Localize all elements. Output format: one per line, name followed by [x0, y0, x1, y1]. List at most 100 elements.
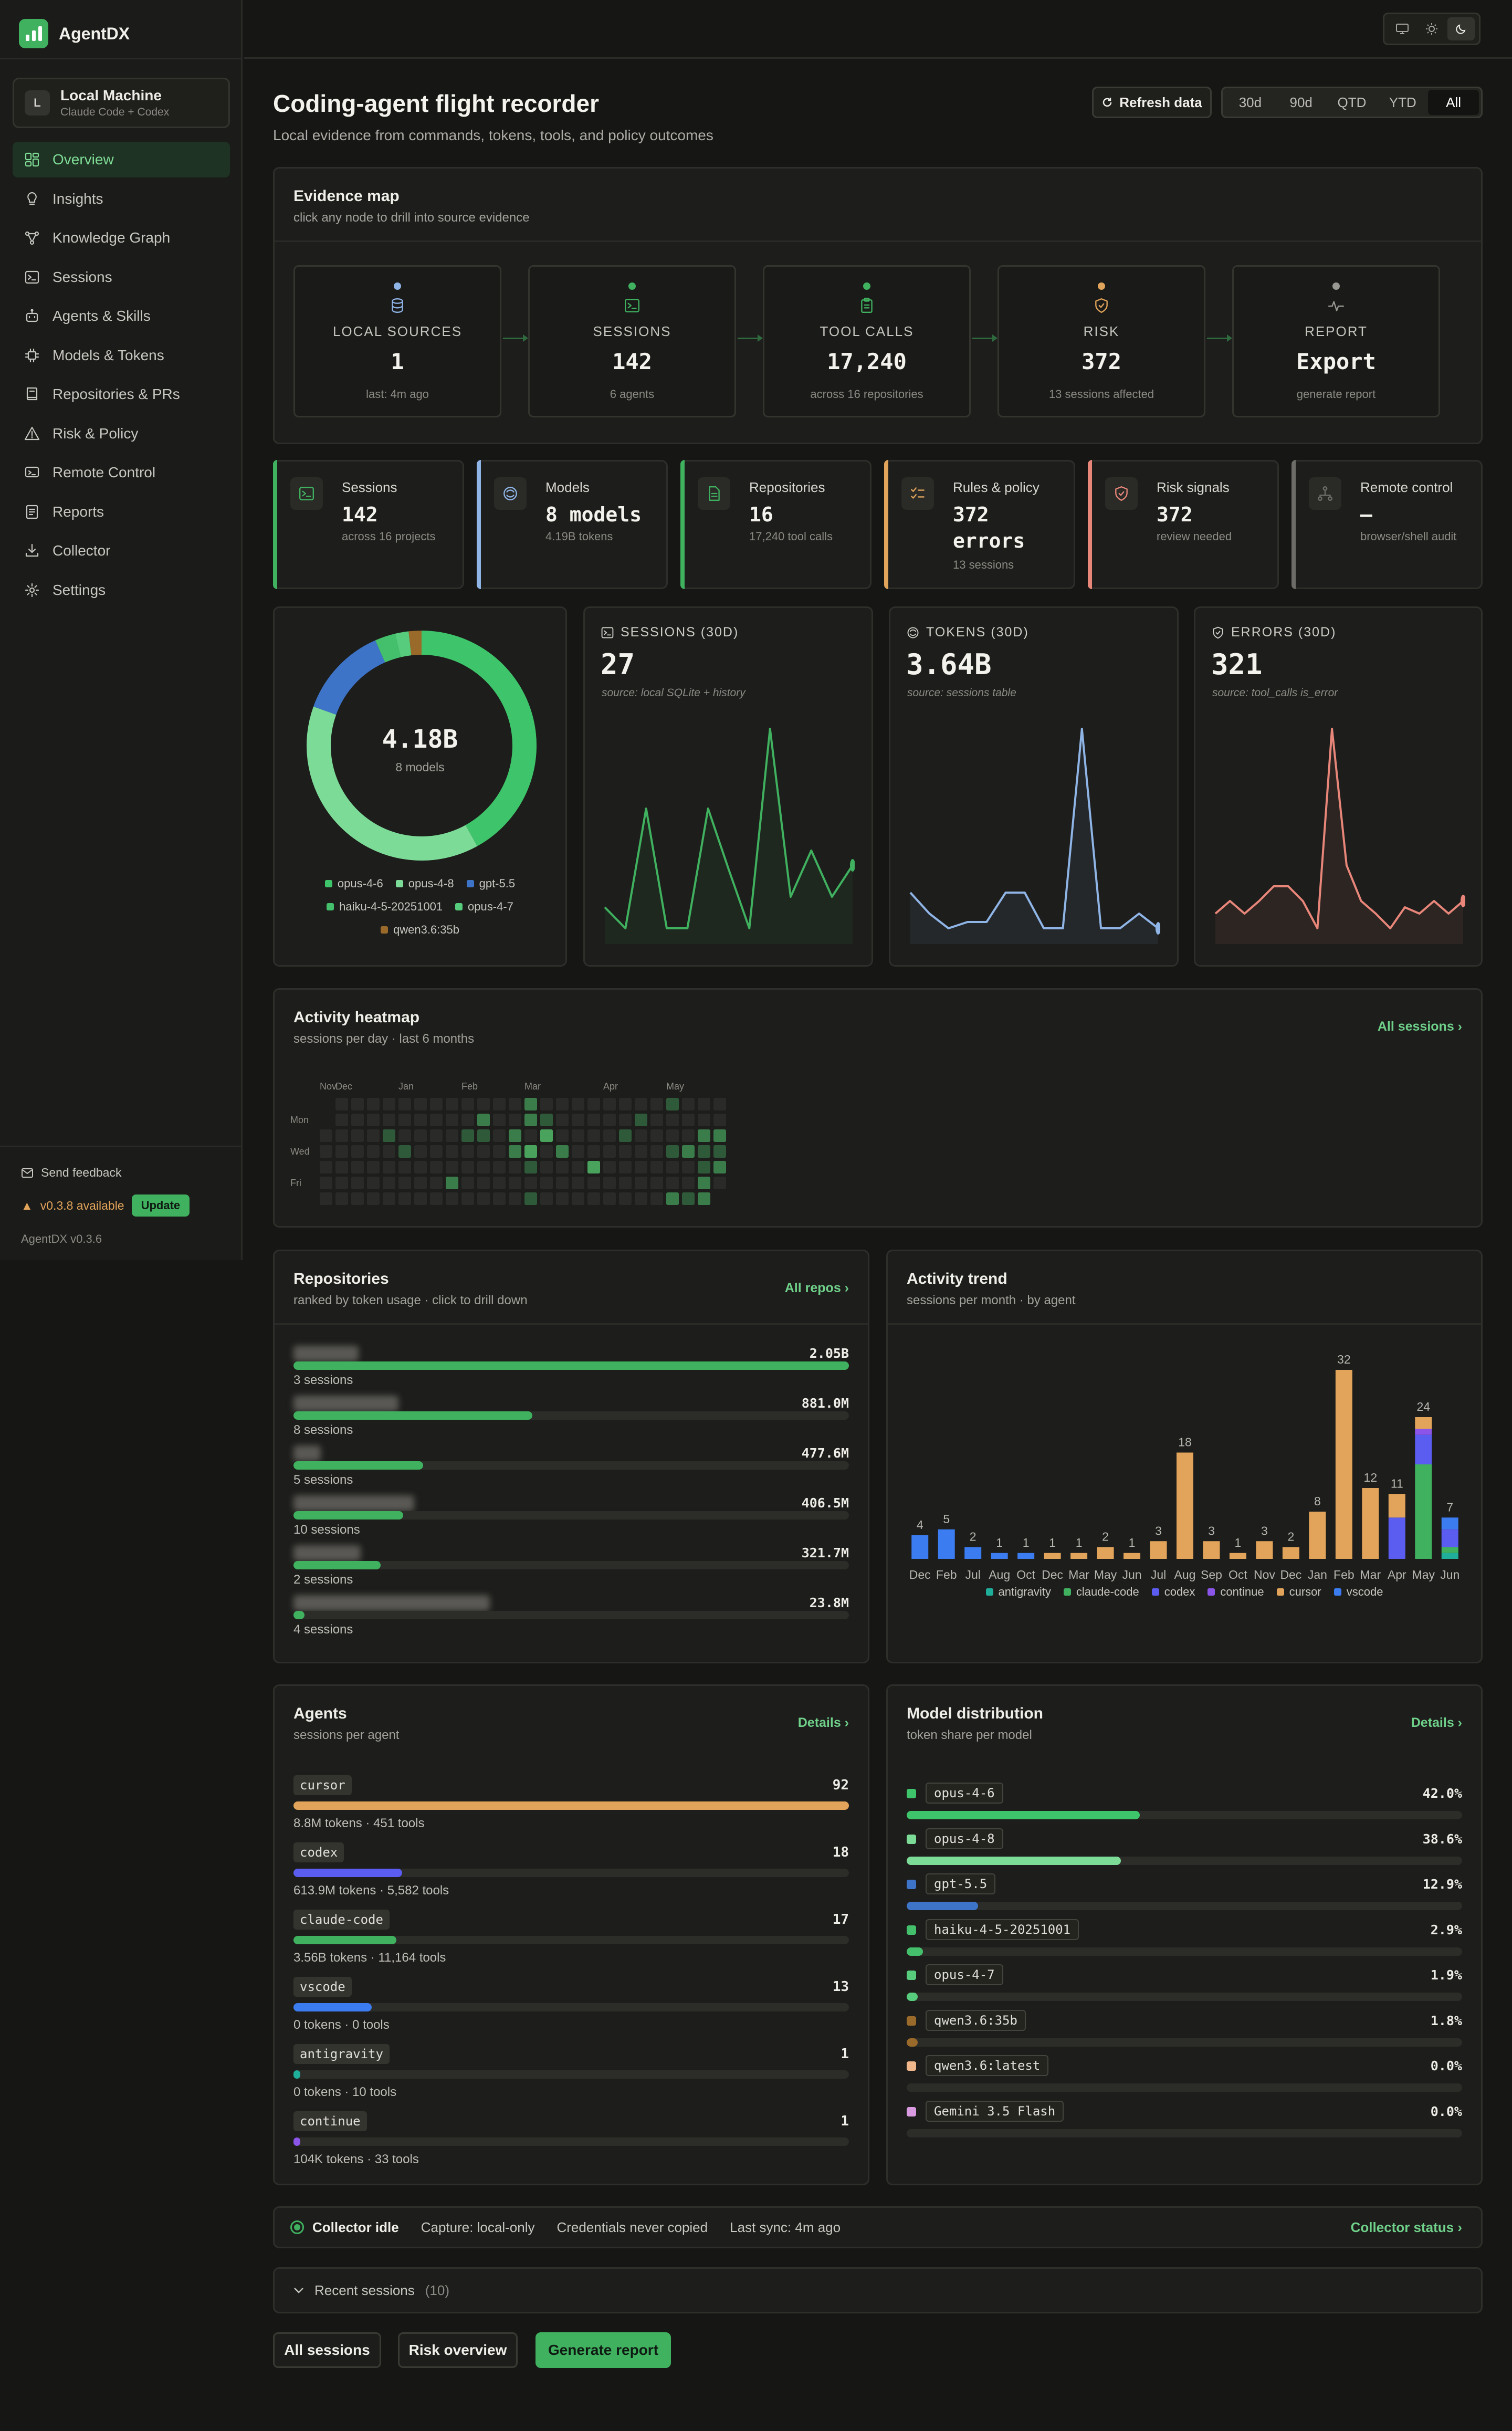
- evidence-node-risk[interactable]: RISK 372 13 sessions affected: [998, 265, 1205, 417]
- heatmap-cell[interactable]: [351, 1145, 364, 1158]
- heatmap-cell[interactable]: [587, 1114, 600, 1126]
- sidebar-item-remote-control[interactable]: Remote Control: [13, 455, 230, 490]
- heatmap-cell[interactable]: [414, 1161, 427, 1173]
- sidebar-item-risk-policy[interactable]: Risk & Policy: [13, 416, 230, 452]
- agent-row-antigravity[interactable]: antigravity 1 0 tokens · 10 tools: [293, 2044, 849, 2107]
- heatmap-cell[interactable]: [383, 1192, 395, 1205]
- heatmap-cell[interactable]: [713, 1129, 726, 1142]
- models-details-link[interactable]: Details ›: [1411, 1715, 1462, 1730]
- heatmap-cell[interactable]: [461, 1192, 474, 1205]
- heatmap-cell[interactable]: [493, 1161, 506, 1173]
- heatmap-cell[interactable]: [414, 1192, 427, 1205]
- trend-bar-codex[interactable]: [1415, 1434, 1432, 1464]
- heatmap-cell[interactable]: [430, 1161, 443, 1173]
- heatmap-cell[interactable]: [635, 1145, 647, 1158]
- heatmap-cell[interactable]: [698, 1192, 710, 1205]
- heatmap-cell[interactable]: [335, 1177, 348, 1189]
- heatmap-cell[interactable]: [351, 1114, 364, 1126]
- trend-bar-vscode[interactable]: [911, 1535, 929, 1559]
- heatmap-cell[interactable]: [367, 1129, 380, 1142]
- heatmap-cell[interactable]: [524, 1192, 537, 1205]
- model-row-opus-4-7[interactable]: opus-4-7 1.9%: [907, 1964, 1462, 2009]
- recent-sessions-toggle[interactable]: Recent sessions (10): [273, 2267, 1483, 2313]
- donut-slice-opus-4-6[interactable]: [421, 631, 537, 846]
- heatmap-cell[interactable]: [572, 1177, 584, 1189]
- heatmap-cell[interactable]: [367, 1177, 380, 1189]
- stat-card-rules-policy[interactable]: Rules & policy 372 errors 13 sessions: [884, 460, 1075, 589]
- trend-bar-cursor[interactable]: [1044, 1553, 1061, 1559]
- agent-row-codex[interactable]: codex 18 613.9M tokens · 5,582 tools: [293, 1842, 849, 1905]
- agents-details-link[interactable]: Details ›: [797, 1715, 849, 1730]
- mini-chart-tokens-30d[interactable]: TOKENS (30D) 3.64B source: sessions table: [889, 606, 1179, 967]
- heatmap-cell[interactable]: [666, 1177, 679, 1189]
- agent-row-cursor[interactable]: cursor 92 8.8M tokens · 451 tools: [293, 1775, 849, 1838]
- range-all[interactable]: All: [1428, 90, 1479, 115]
- heatmap-cell[interactable]: [587, 1192, 600, 1205]
- heatmap-cell[interactable]: [666, 1129, 679, 1142]
- brand[interactable]: AgentDX: [19, 19, 130, 48]
- heatmap-cell[interactable]: [572, 1192, 584, 1205]
- heatmap-cell[interactable]: [650, 1129, 663, 1142]
- sidebar-item-collector[interactable]: Collector: [13, 533, 230, 569]
- heatmap-cell[interactable]: [682, 1192, 695, 1205]
- heatmap-cell[interactable]: [713, 1145, 726, 1158]
- trend-bar-vscode[interactable]: [938, 1529, 955, 1559]
- heatmap-cell[interactable]: [698, 1161, 710, 1173]
- evidence-node-report[interactable]: REPORT Export generate report: [1232, 265, 1440, 417]
- mini-chart-sessions-30d[interactable]: SESSIONS (30D) 27 source: local SQLite + h…: [583, 606, 873, 967]
- heatmap-cell[interactable]: [682, 1161, 695, 1173]
- heatmap-cell[interactable]: [430, 1114, 443, 1126]
- heatmap-cell[interactable]: [713, 1098, 726, 1110]
- heatmap-cell[interactable]: [446, 1192, 458, 1205]
- heatmap-cell[interactable]: [635, 1161, 647, 1173]
- trend-bar-vscode[interactable]: [991, 1553, 1008, 1559]
- heatmap-cell[interactable]: [603, 1145, 616, 1158]
- heatmap-cell[interactable]: [446, 1145, 458, 1158]
- heatmap-cell[interactable]: [587, 1098, 600, 1110]
- sidebar-item-overview[interactable]: Overview: [13, 142, 230, 177]
- heatmap-cell[interactable]: [351, 1192, 364, 1205]
- agent-row-claude-code[interactable]: claude-code 17 3.56B tokens · 11,164 tools: [293, 1910, 849, 1973]
- update-button[interactable]: Update: [131, 1194, 190, 1217]
- donut-slice-opus-4-8[interactable]: [307, 706, 477, 861]
- sidebar-item-insights[interactable]: Insights: [13, 181, 230, 217]
- heatmap-cell[interactable]: [320, 1192, 332, 1205]
- heatmap-cell[interactable]: [320, 1161, 332, 1173]
- heatmap-cell[interactable]: [698, 1129, 710, 1142]
- heatmap-cell[interactable]: [477, 1098, 490, 1110]
- heatmap-cell[interactable]: [682, 1114, 695, 1126]
- heatmap-cell[interactable]: [509, 1129, 521, 1142]
- heatmap-cell[interactable]: [666, 1114, 679, 1126]
- stat-card-sessions[interactable]: Sessions 142 across 16 projects: [273, 460, 464, 589]
- heatmap-cell[interactable]: [698, 1145, 710, 1158]
- heatmap-cell[interactable]: [540, 1098, 553, 1110]
- heatmap-cell[interactable]: [587, 1129, 600, 1142]
- trend-bar-cursor[interactable]: [1203, 1541, 1220, 1559]
- heatmap-cell[interactable]: [398, 1192, 411, 1205]
- heatmap-cell[interactable]: [619, 1114, 632, 1126]
- heatmap-cell[interactable]: [666, 1098, 679, 1110]
- heatmap-cell[interactable]: [461, 1098, 474, 1110]
- moon-icon[interactable]: [1447, 17, 1475, 40]
- donut-slice-haiku-4-5-20251001[interactable]: [375, 633, 401, 663]
- heatmap-cell[interactable]: [367, 1192, 380, 1205]
- heatmap-cell[interactable]: [383, 1145, 395, 1158]
- heatmap-cell[interactable]: [414, 1129, 427, 1142]
- heatmap-cell[interactable]: [509, 1177, 521, 1189]
- heatmap-cell[interactable]: [493, 1129, 506, 1142]
- monitor-icon[interactable]: [1389, 17, 1416, 40]
- heatmap-cell[interactable]: [335, 1129, 348, 1142]
- heatmap-cell[interactable]: [367, 1161, 380, 1173]
- heatmap-cell[interactable]: [430, 1145, 443, 1158]
- risk-overview-button[interactable]: Risk overview: [398, 2332, 518, 2368]
- heatmap-cell[interactable]: [556, 1192, 569, 1205]
- range-90d[interactable]: 90d: [1289, 95, 1312, 110]
- all-sessions-button[interactable]: All sessions: [273, 2332, 381, 2368]
- heatmap-cell[interactable]: [524, 1177, 537, 1189]
- heatmap-cell[interactable]: [572, 1145, 584, 1158]
- heatmap-cell[interactable]: [351, 1129, 364, 1142]
- sidebar-item-reports[interactable]: Reports: [13, 494, 230, 530]
- heatmap-cell[interactable]: [493, 1192, 506, 1205]
- trend-bar-cursor[interactable]: [1282, 1547, 1299, 1559]
- heatmap-cell[interactable]: [587, 1161, 600, 1173]
